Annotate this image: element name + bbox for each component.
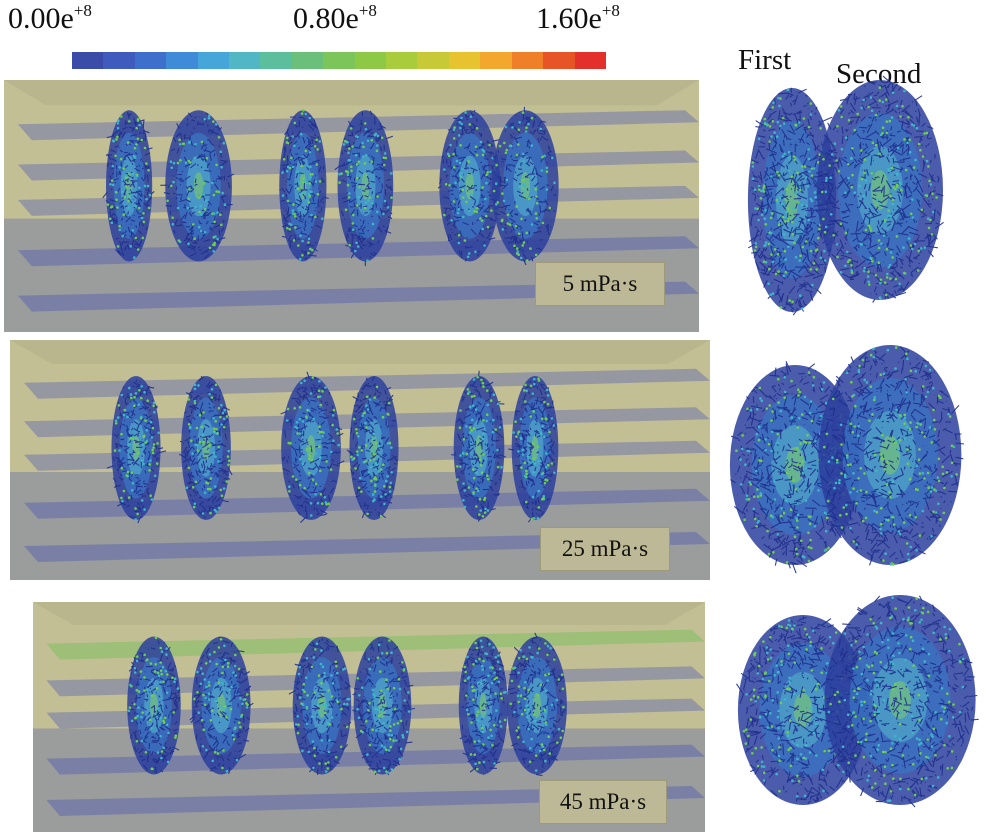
zoomed-fracture-views bbox=[729, 75, 979, 808]
fracture-cluster bbox=[189, 636, 254, 775]
first-label: First bbox=[738, 44, 792, 76]
simulation-scene-5 bbox=[4, 80, 699, 332]
blue-layer-plane bbox=[17, 281, 699, 312]
scale-mid-exponent: +8 bbox=[358, 1, 377, 20]
color-scale-segment bbox=[574, 52, 606, 69]
fracture-cluster bbox=[127, 636, 181, 775]
color-scale-segment bbox=[229, 52, 261, 69]
fracture-cluster bbox=[106, 376, 167, 524]
fracture-cluster bbox=[160, 110, 235, 262]
fracture-cluster bbox=[334, 110, 394, 267]
scale-min-label: 0.00e+8 bbox=[8, 2, 92, 34]
fracture-cluster bbox=[437, 109, 501, 262]
fracture-cluster bbox=[818, 345, 965, 566]
color-scale-segment bbox=[354, 52, 387, 69]
viscosity-label-45: 45 mPa·s bbox=[539, 780, 667, 824]
color-scale-segment bbox=[103, 52, 135, 69]
blue-layer-plane bbox=[24, 532, 710, 562]
fracture-cluster bbox=[491, 106, 559, 266]
fracture-cluster bbox=[819, 595, 979, 808]
color-scale-segment bbox=[511, 52, 544, 69]
fracture-cluster bbox=[288, 636, 352, 775]
color-scale-segment bbox=[543, 52, 575, 69]
color-scale-segment bbox=[197, 52, 230, 69]
fracture-cluster bbox=[451, 370, 507, 522]
fracture-cluster bbox=[280, 371, 345, 523]
fracture-cluster bbox=[508, 376, 559, 523]
color-scale-segment bbox=[166, 52, 198, 69]
scale-max-text: 1.60e bbox=[536, 2, 602, 35]
fracture-cluster bbox=[812, 75, 944, 303]
fracture-cluster bbox=[102, 110, 155, 262]
scale-min-exponent: +8 bbox=[73, 1, 92, 20]
scale-mid-label: 0.80e+8 bbox=[293, 2, 377, 34]
fracture-cluster bbox=[458, 636, 508, 776]
color-scale-segment bbox=[72, 52, 104, 69]
scale-min-text: 0.00e bbox=[8, 2, 74, 35]
fracture-cluster bbox=[346, 376, 399, 520]
fracture-cluster bbox=[279, 109, 329, 262]
scale-max-label: 1.60e+8 bbox=[536, 2, 620, 34]
color-scale-segment bbox=[480, 52, 512, 69]
color-scale-segment bbox=[134, 52, 167, 69]
color-scale-segment bbox=[323, 52, 355, 69]
fracture-cluster bbox=[178, 375, 233, 520]
color-scale-segment bbox=[448, 52, 481, 69]
scale-max-exponent: +8 bbox=[601, 1, 620, 20]
fracture-cluster bbox=[507, 632, 567, 777]
fracture-cluster bbox=[747, 87, 841, 316]
color-scale-bar bbox=[72, 52, 606, 69]
scale-mid-text: 0.80e bbox=[293, 2, 359, 35]
color-scale-segment bbox=[417, 52, 449, 69]
color-scale-segment bbox=[291, 52, 324, 69]
color-scale-segment bbox=[260, 52, 292, 69]
viscosity-label-25: 25 mPa·s bbox=[540, 527, 670, 571]
color-scale-segment bbox=[386, 52, 418, 69]
simulation-panel-5 bbox=[4, 80, 699, 332]
fracture-cluster bbox=[352, 636, 415, 776]
viscosity-label-5: 5 mPa·s bbox=[535, 262, 665, 306]
